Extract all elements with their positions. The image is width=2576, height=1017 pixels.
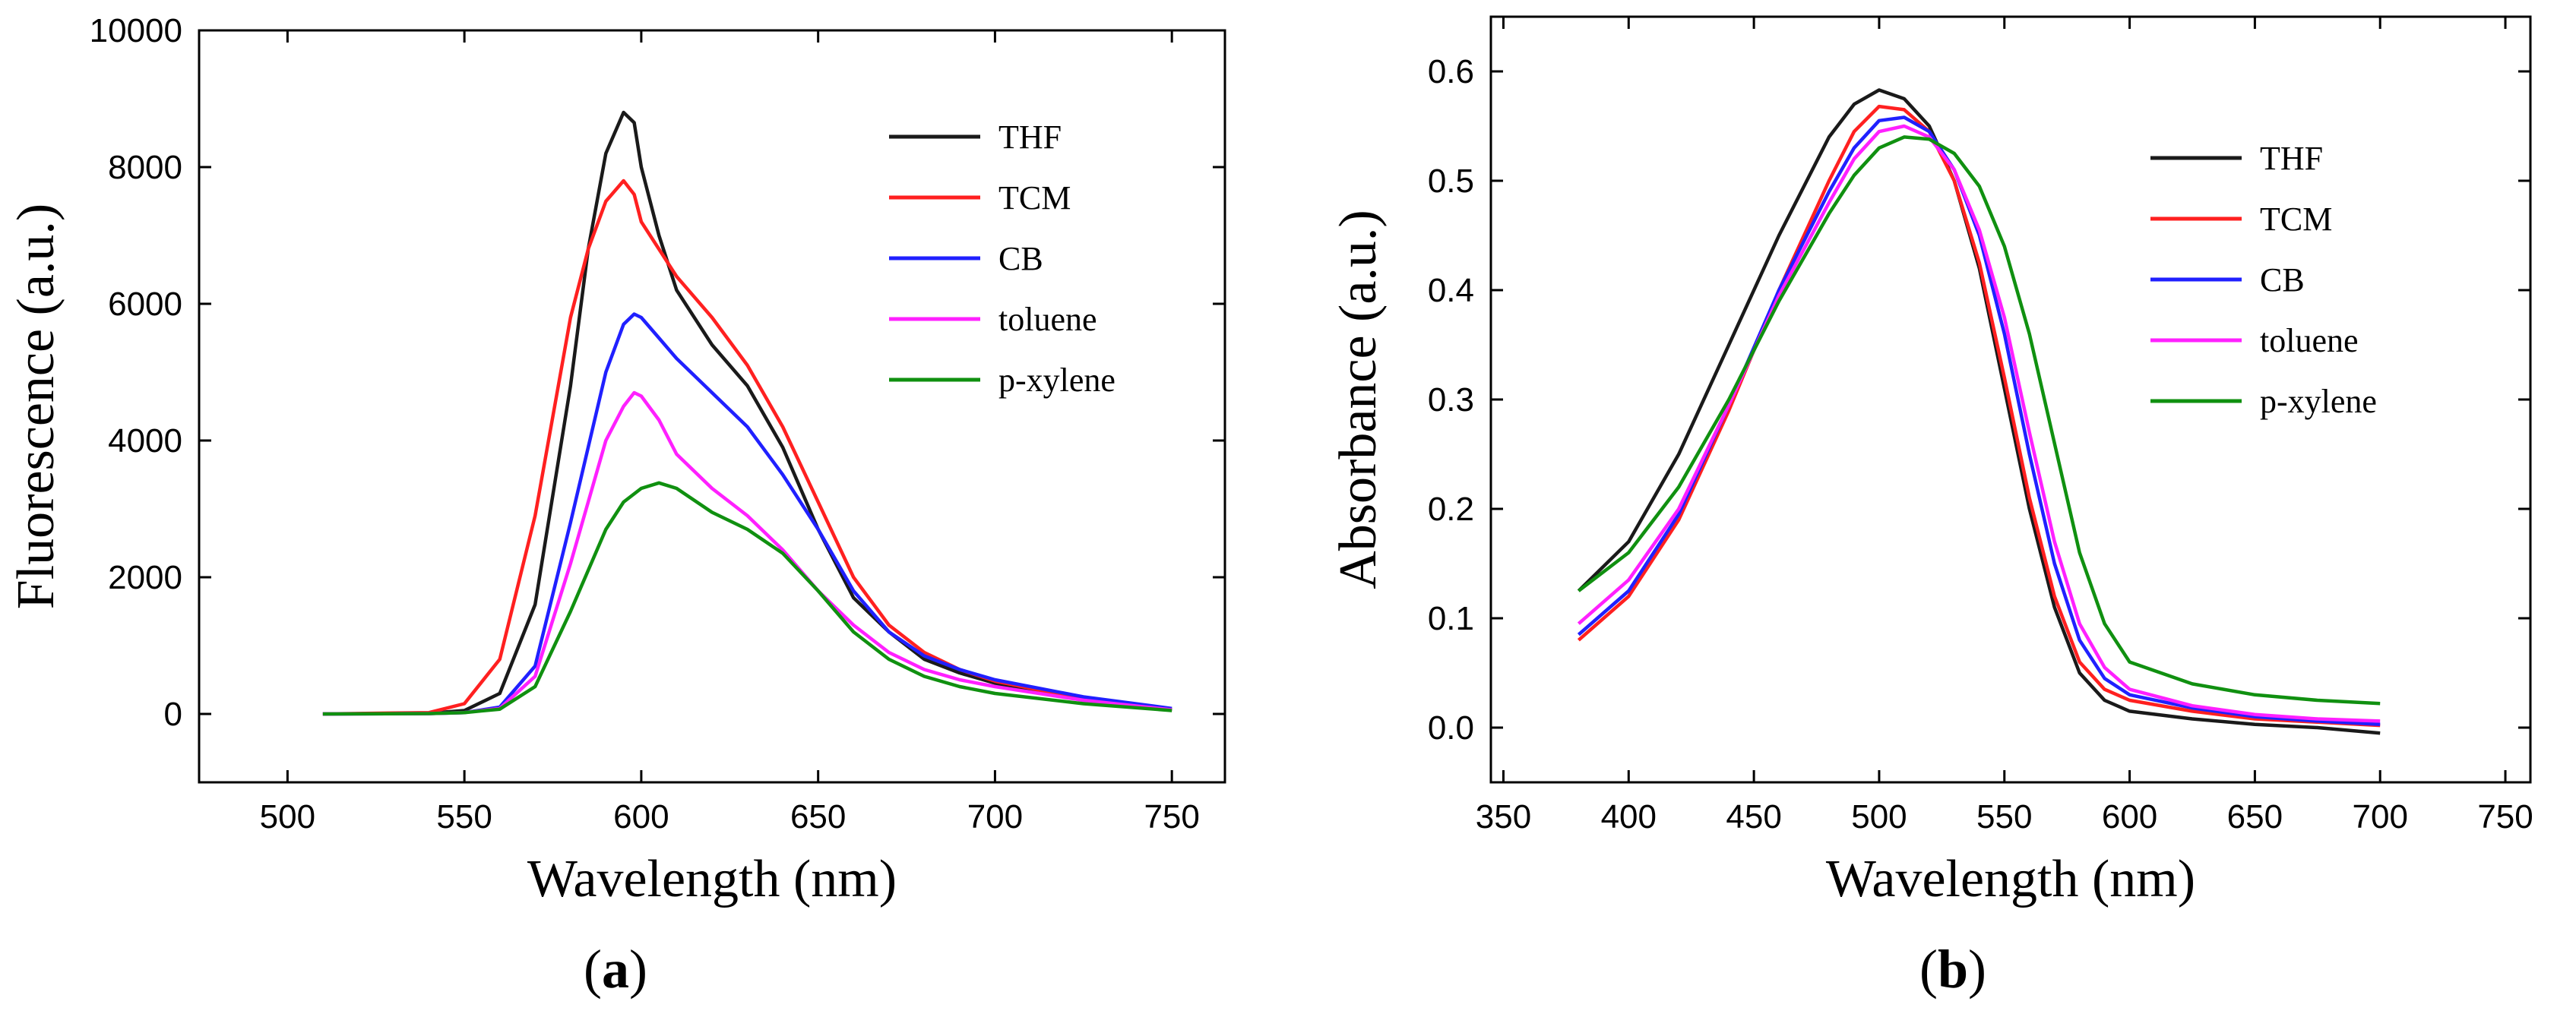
- chart-panel-a: 0 2000 4000 6000 8000 10000 500 550 600 650 700 750…: [7, 12, 1226, 908]
- x-tick-label: 400: [1601, 798, 1657, 835]
- series-line-tcm: [322, 178, 1172, 716]
- y-tick-label: 0.4: [1428, 272, 1474, 309]
- x-axis-title: Wavelength (nm): [527, 850, 897, 908]
- x-tick-label: 650: [2227, 798, 2283, 835]
- x-tick-label: 550: [1976, 798, 2032, 835]
- legend-label-tcm: TCM: [998, 179, 1071, 216]
- y-tick-label: 0.1: [1428, 600, 1474, 637]
- series-line-p-xylene: [322, 481, 1172, 716]
- y-axis-title: Absorbance (a.u.): [1329, 210, 1388, 589]
- x-tick-label: 750: [1144, 798, 1199, 835]
- x-tick-label: 500: [260, 798, 315, 835]
- y-tick-label: 0.2: [1428, 491, 1474, 528]
- series-line-p-xylene: [1578, 135, 2381, 706]
- x-tick-label: 600: [2102, 798, 2157, 835]
- legend-label-toluene: toluene: [998, 301, 1097, 338]
- legend-label-cb: CB: [2260, 261, 2305, 298]
- panel-label-a: (a): [584, 939, 647, 1000]
- x-tick-label: 450: [1726, 798, 1781, 835]
- panel-label-b: (b): [1919, 939, 1986, 1000]
- x-tick-label: 650: [790, 798, 846, 835]
- x-tick-label: 500: [1851, 798, 1907, 835]
- series-line-cb: [322, 312, 1172, 716]
- x-tick-label: 700: [967, 798, 1023, 835]
- chart-panel-b: 0.0 0.1 0.2 0.3 0.4 0.5 0.6 350 400 450 500 550 600 6…: [1329, 15, 2533, 908]
- x-tick-label: 550: [436, 798, 492, 835]
- series-line-toluene: [322, 390, 1172, 716]
- legend-label-cb: CB: [998, 240, 1043, 277]
- y-tick-label: 0.3: [1428, 381, 1474, 418]
- y-tick-label: 8000: [108, 149, 182, 186]
- x-tick-label: 700: [2353, 798, 2408, 835]
- y-tick-label: 0.0: [1428, 709, 1474, 747]
- y-tick-label: 0: [164, 696, 182, 733]
- x-tick-label: 600: [613, 798, 669, 835]
- x-tick-label: 750: [2477, 798, 2533, 835]
- legend-label-p-xylene: p-xylene: [2260, 383, 2377, 420]
- y-tick-label: 0.6: [1428, 53, 1474, 90]
- plot-frame: [198, 29, 1226, 784]
- legend-label-thf: THF: [998, 118, 1062, 156]
- y-axis-title: Fluorescence (a.u.): [7, 204, 65, 609]
- legend-label-toluene: toluene: [2260, 322, 2359, 359]
- y-tick-label: 2000: [108, 559, 182, 596]
- y-tick-label: 4000: [108, 422, 182, 460]
- legend-label-tcm: TCM: [2260, 201, 2332, 238]
- legend-label-p-xylene: p-xylene: [998, 362, 1116, 399]
- y-tick-label: 0.5: [1428, 163, 1474, 200]
- x-axis-title: Wavelength (nm): [1826, 850, 2195, 908]
- x-tick-label: 350: [1476, 798, 1531, 835]
- legend-label-thf: THF: [2260, 140, 2323, 177]
- y-tick-label: 10000: [90, 12, 182, 49]
- y-tick-label: 6000: [108, 286, 182, 323]
